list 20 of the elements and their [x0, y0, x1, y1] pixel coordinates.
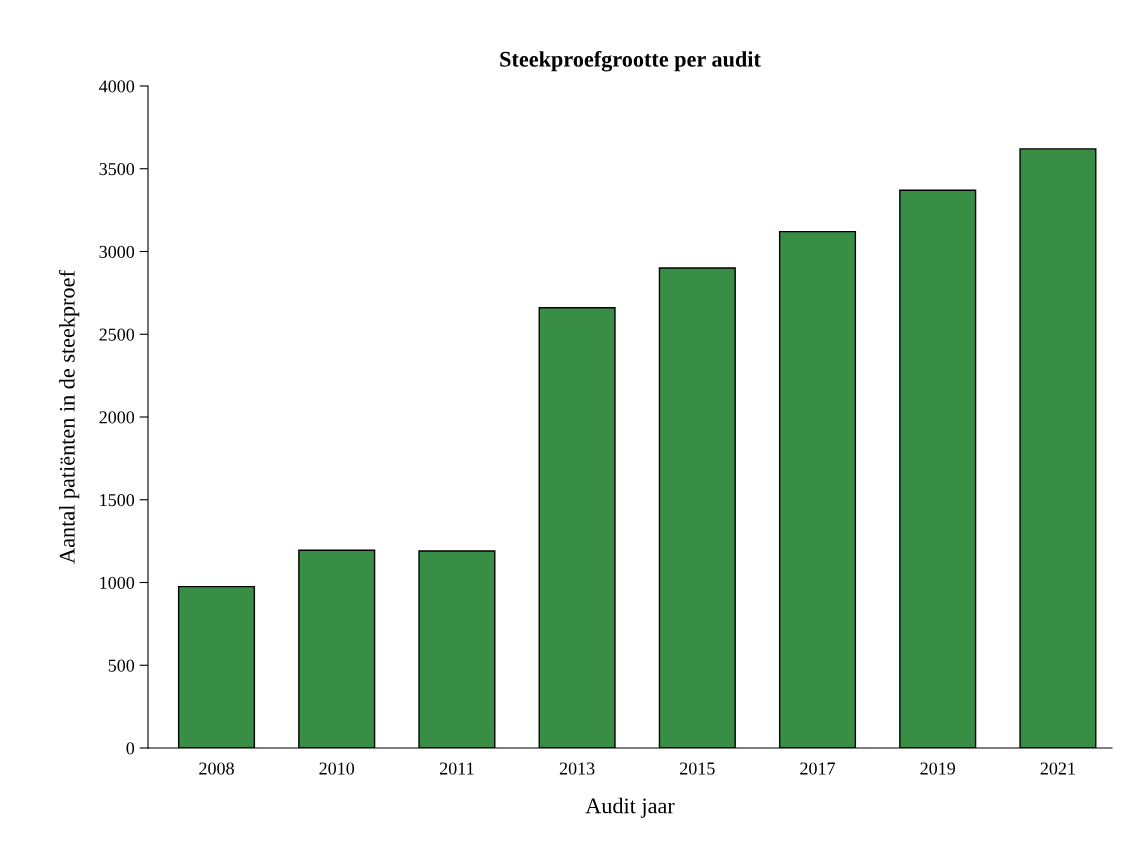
chart-title: Steekproefgrootte per audit — [500, 50, 761, 72]
y-tick-label: 1000 — [100, 576, 135, 589]
y-tick-label: 2500 — [99, 328, 135, 341]
x-tick-label: 2010 — [319, 762, 355, 775]
x-tick-label: 2008 — [199, 762, 234, 775]
x-tick-label: 2019 — [920, 762, 956, 775]
y-tick-label: 500 — [108, 659, 135, 672]
y-tick-label: 2000 — [99, 411, 135, 424]
y-tick-label: 3500 — [99, 163, 135, 176]
x-tick-label: 2017 — [800, 762, 836, 775]
y-axis-title: Aantal patiënten in de steekproef — [58, 270, 80, 564]
x-axis-title: Audit jaar — [585, 797, 675, 818]
x-tick-label: 2011 — [439, 762, 474, 775]
y-tick-label: 4000 — [99, 80, 135, 93]
x-tick-label: 2021 — [1040, 762, 1075, 775]
x-tick-label: 2013 — [559, 762, 595, 775]
y-tick-label: 1500 — [100, 494, 135, 507]
y-tick-label: 3000 — [99, 245, 135, 258]
y-tick-label: 0 — [126, 742, 135, 755]
x-tick-label: 2015 — [680, 762, 715, 775]
